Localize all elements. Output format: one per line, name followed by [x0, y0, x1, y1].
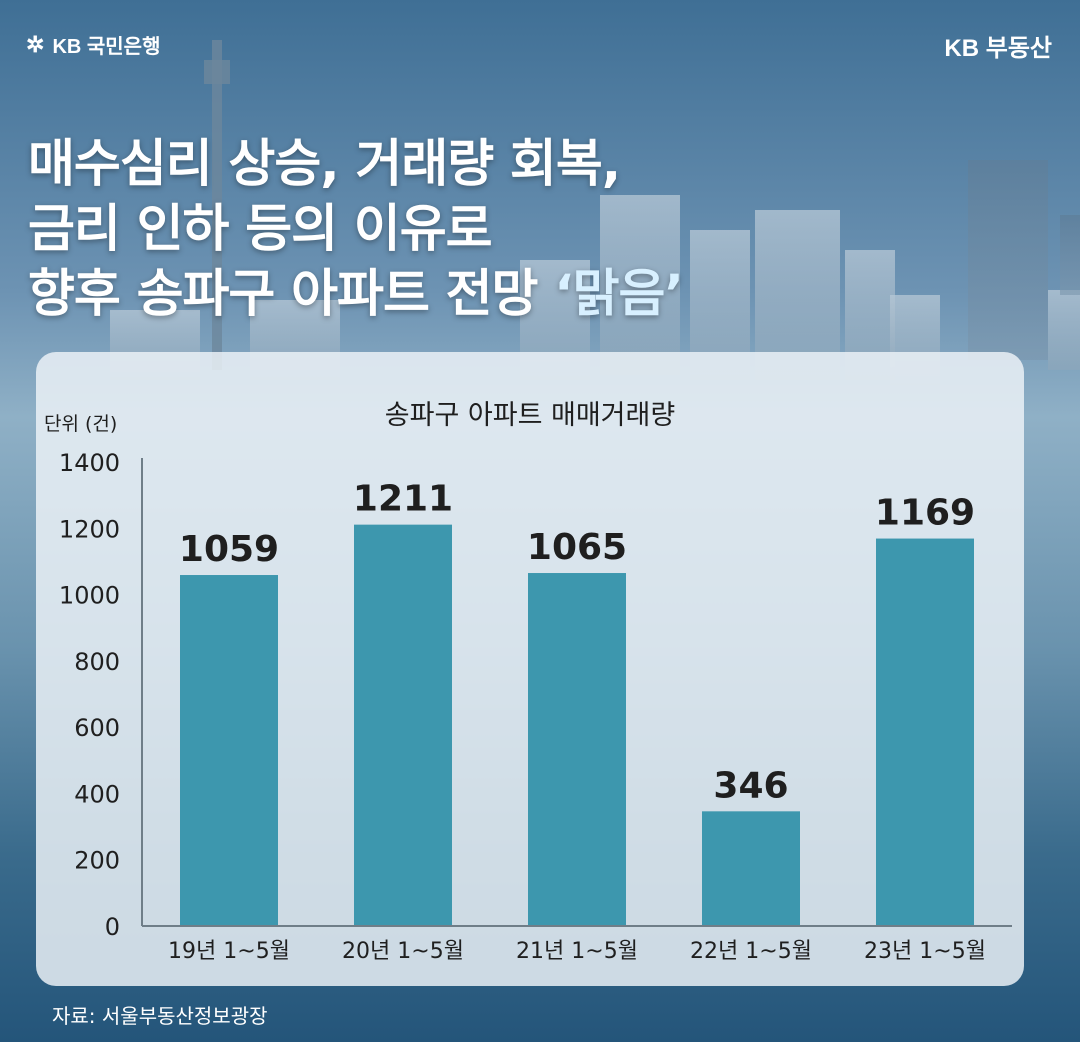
bars [180, 524, 974, 926]
bar-value-label: 1059 [179, 529, 279, 570]
y-tick-label: 1200 [59, 515, 120, 543]
chart-card: 송파구 아파트 매매거래량 단위 (건) 0 200 400 600 800 1000 12… [36, 352, 1024, 986]
bar [528, 573, 626, 926]
x-tick-label: 19년 1~5월 [168, 939, 290, 964]
x-tick-label: 21년 1~5월 [516, 939, 638, 964]
bar [876, 538, 974, 926]
chart-title: 송파구 아파트 매매거래량 [385, 400, 675, 431]
x-tick-label: 22년 1~5월 [690, 939, 812, 964]
x-axis-labels: 19년 1~5월 20년 1~5월 21년 1~5월 22년 1~5월 23년 1~5월 [168, 939, 986, 964]
y-axis-ticks: 0 200 400 600 800 1000 1200 1400 [59, 449, 120, 941]
bar-value-label: 1065 [527, 527, 627, 568]
bar-value-label: 1169 [875, 493, 975, 534]
bar [702, 811, 800, 926]
bar-value-label: 1211 [353, 479, 453, 520]
bar [180, 575, 278, 926]
bar [354, 524, 452, 926]
bar-value-label: 346 [713, 765, 788, 806]
data-labels: 1059 1211 1065 346 1169 [179, 479, 975, 807]
y-tick-label: 1000 [59, 582, 120, 610]
kb-bank-logo: ✲ KB 국민은행 [26, 30, 160, 59]
kb-star-icon: ✲ [26, 31, 45, 57]
kb-real-estate-logo: KB 부동산 [944, 35, 1052, 62]
y-tick-label: 0 [105, 913, 120, 941]
y-tick-label: 1400 [59, 449, 120, 477]
y-tick-label: 800 [74, 648, 120, 676]
kb-bank-name: KB 국민은행 [52, 36, 161, 58]
y-tick-label: 400 [74, 780, 120, 808]
x-tick-label: 23년 1~5월 [864, 939, 986, 964]
headline: 매수심리 상승, 거래량 회복, 금리 인하 등의 이유로 향후 송파구 아파트… [28, 132, 684, 327]
y-tick-label: 600 [74, 714, 120, 742]
bar-chart: 송파구 아파트 매매거래량 단위 (건) 0 200 400 600 800 1000 12… [44, 400, 1012, 964]
y-tick-label: 200 [74, 847, 120, 875]
headline-line-2: 금리 인하 등의 이유로 [28, 200, 493, 259]
x-tick-label: 20년 1~5월 [342, 939, 464, 964]
headline-highlight: ‘맑음’ [554, 265, 684, 324]
headline-line-3: 향후 송파구 아파트 전망 ‘맑음’ [28, 262, 684, 327]
headline-line-3-text: 향후 송파구 아파트 전망 [28, 265, 555, 324]
data-source: 자료: 서울부동산정보광장 [52, 1004, 268, 1028]
headline-line-1: 매수심리 상승, 거래량 회복, [28, 135, 621, 194]
unit-label: 단위 (건) [44, 413, 117, 435]
